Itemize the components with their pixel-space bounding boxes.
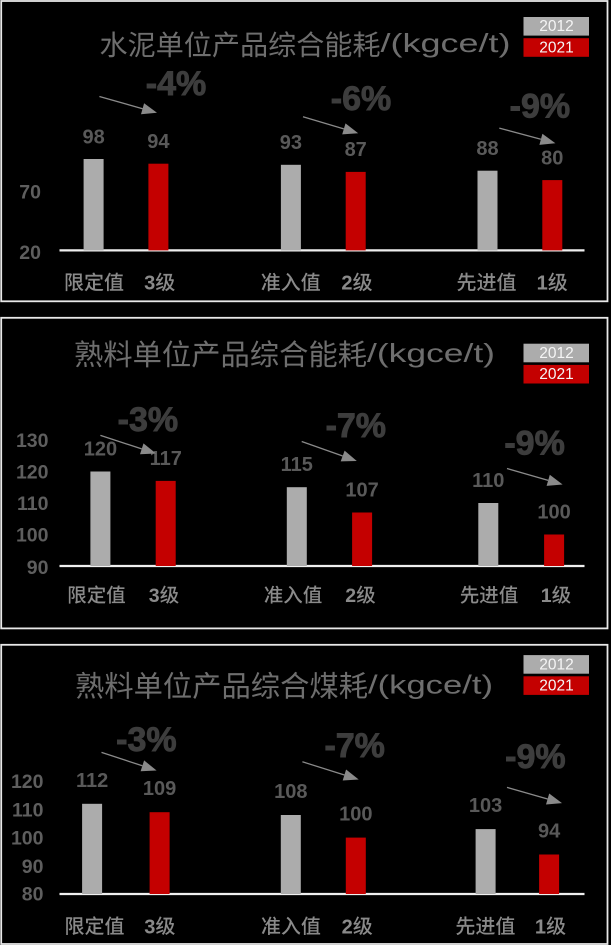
svg-text:2012: 2012 [539, 18, 573, 35]
svg-text:100: 100 [16, 525, 49, 547]
svg-text:80: 80 [22, 884, 44, 906]
svg-text:110: 110 [472, 470, 504, 492]
svg-text:93: 93 [280, 132, 302, 154]
svg-text:108: 108 [274, 781, 307, 803]
svg-text:-6%: -6% [331, 80, 391, 118]
svg-text:109: 109 [143, 778, 176, 800]
svg-text:110: 110 [17, 493, 49, 515]
svg-text:-9%: -9% [510, 88, 570, 126]
svg-text:2: 2 [341, 273, 352, 295]
svg-text:2012: 2012 [539, 656, 573, 673]
svg-text:90: 90 [27, 557, 49, 579]
svg-text:3: 3 [144, 273, 155, 295]
svg-text:-9%: -9% [505, 738, 565, 776]
svg-text:/(kgce/t): /(kgce/t) [381, 28, 511, 58]
svg-text:90: 90 [22, 856, 44, 878]
svg-text:-9%: -9% [504, 425, 564, 463]
svg-text:94: 94 [538, 821, 561, 843]
svg-text:88: 88 [476, 138, 498, 160]
svg-text:115: 115 [281, 454, 313, 476]
svg-text:-7%: -7% [324, 727, 384, 765]
svg-text:1: 1 [537, 273, 548, 295]
svg-text:2: 2 [345, 585, 356, 607]
svg-text:94: 94 [147, 131, 170, 153]
svg-text:20: 20 [19, 242, 41, 264]
svg-text:2021: 2021 [539, 39, 573, 56]
svg-text:2021: 2021 [539, 366, 573, 383]
svg-text:100: 100 [11, 828, 44, 850]
svg-text:2021: 2021 [539, 678, 573, 695]
svg-text:3: 3 [149, 585, 160, 607]
svg-text:110: 110 [12, 799, 44, 821]
svg-text:/(kgce/t): /(kgce/t) [368, 670, 493, 700]
svg-text:87: 87 [345, 139, 367, 161]
svg-text:80: 80 [541, 147, 563, 169]
svg-text:103: 103 [469, 795, 502, 817]
svg-text:100: 100 [339, 804, 372, 826]
svg-text:98: 98 [82, 126, 104, 148]
svg-text:1: 1 [541, 585, 552, 607]
svg-text:130: 130 [16, 430, 49, 452]
svg-text:120: 120 [16, 462, 49, 484]
svg-text:112: 112 [76, 770, 108, 792]
svg-text:/(kgce/t): /(kgce/t) [367, 338, 495, 368]
svg-text:120: 120 [84, 439, 117, 461]
svg-text:-3%: -3% [118, 401, 178, 439]
svg-text:-4%: -4% [146, 65, 206, 103]
svg-text:3: 3 [144, 916, 155, 938]
svg-text:-7%: -7% [326, 407, 386, 445]
svg-text:1: 1 [535, 916, 546, 938]
svg-text:2: 2 [342, 916, 353, 938]
svg-text:117: 117 [150, 448, 182, 470]
svg-text:2012: 2012 [539, 345, 573, 362]
svg-text:107: 107 [345, 480, 378, 502]
svg-text:70: 70 [19, 182, 41, 204]
svg-text:-3%: -3% [116, 721, 176, 759]
svg-text:100: 100 [537, 502, 570, 524]
svg-text:120: 120 [11, 771, 44, 793]
